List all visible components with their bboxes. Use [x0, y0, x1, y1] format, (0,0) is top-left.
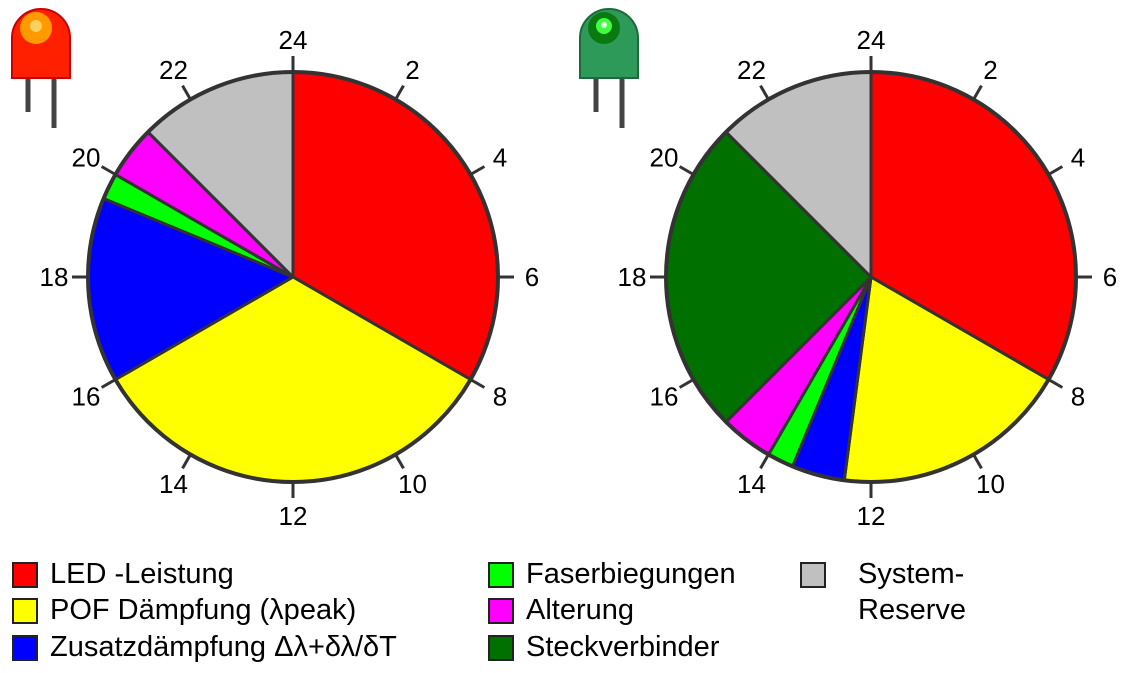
tick-label: 22 — [159, 55, 188, 85]
legend-item: Zusatzdämpfung Δλ+δλ/δT — [12, 629, 397, 665]
legend-label: System-Reserve — [858, 558, 966, 626]
tick-mark — [1047, 165, 1064, 176]
legend-swatch — [12, 635, 38, 661]
legend-item: Alterung — [488, 592, 634, 628]
tick-label: 2 — [983, 55, 997, 85]
legend-label: Faserbiegungen — [526, 558, 736, 590]
legend-label: LED -Leistung — [50, 558, 234, 590]
tick-label: 24 — [857, 25, 886, 55]
tick-label: 4 — [1071, 142, 1085, 172]
legend-swatch — [488, 598, 514, 624]
tick-mark — [972, 453, 983, 470]
tick-mark — [678, 378, 695, 389]
legend-item: LED -Leistung — [12, 556, 234, 592]
tick-label: 14 — [737, 469, 766, 499]
tick-label: 4 — [493, 142, 507, 172]
tick-mark — [181, 453, 192, 470]
tick-mark — [181, 84, 192, 101]
tick-label: 6 — [525, 262, 539, 292]
tick-mark — [469, 378, 486, 389]
legend-label: Alterung — [526, 594, 635, 626]
tick-mark — [1047, 378, 1064, 389]
legend-label: POF Dämpfung (λpeak) — [50, 594, 357, 626]
tick-label: 22 — [737, 55, 766, 85]
tick-label: 6 — [1103, 262, 1117, 292]
tick-label: 8 — [493, 381, 507, 411]
legend-label: Steckverbinder — [526, 631, 720, 663]
legend-label: Zusatzdämpfung Δλ+δλ/δT — [50, 631, 397, 663]
tick-label: 18 — [618, 262, 647, 292]
tick-label: 18 — [40, 262, 69, 292]
tick-mark — [394, 453, 405, 470]
led-icon-green — [579, 8, 639, 128]
legend-item: Steckverbinder — [488, 629, 719, 665]
tick-label: 16 — [72, 381, 101, 411]
legend-swatch — [12, 598, 38, 624]
tick-mark — [972, 84, 983, 101]
legend-item: Faserbiegungen — [488, 556, 736, 592]
tick-mark — [759, 453, 770, 470]
tick-mark — [100, 378, 117, 389]
tick-label: 2 — [405, 55, 419, 85]
tick-label: 20 — [72, 142, 101, 172]
tick-mark — [394, 84, 405, 101]
tick-label: 10 — [976, 469, 1005, 499]
legend-swatch — [488, 635, 514, 661]
tick-mark — [678, 165, 695, 176]
tick-label: 24 — [279, 25, 308, 55]
led-icon-red — [11, 8, 71, 128]
tick-label: 12 — [279, 501, 308, 531]
legend-swatch — [12, 562, 38, 588]
legend-swatch — [800, 562, 826, 588]
tick-label: 8 — [1071, 381, 1085, 411]
tick-label: 12 — [857, 501, 886, 531]
legend-swatch — [488, 562, 514, 588]
tick-label: 14 — [159, 469, 188, 499]
tick-mark — [759, 84, 770, 101]
tick-label: 10 — [398, 469, 427, 499]
legend-item: POF Dämpfung (λpeak) — [12, 592, 356, 628]
tick-mark — [469, 165, 486, 176]
tick-label: 20 — [650, 142, 679, 172]
legend-item: System-Reserve — [800, 556, 998, 628]
tick-label: 16 — [650, 381, 679, 411]
tick-mark — [100, 165, 117, 176]
